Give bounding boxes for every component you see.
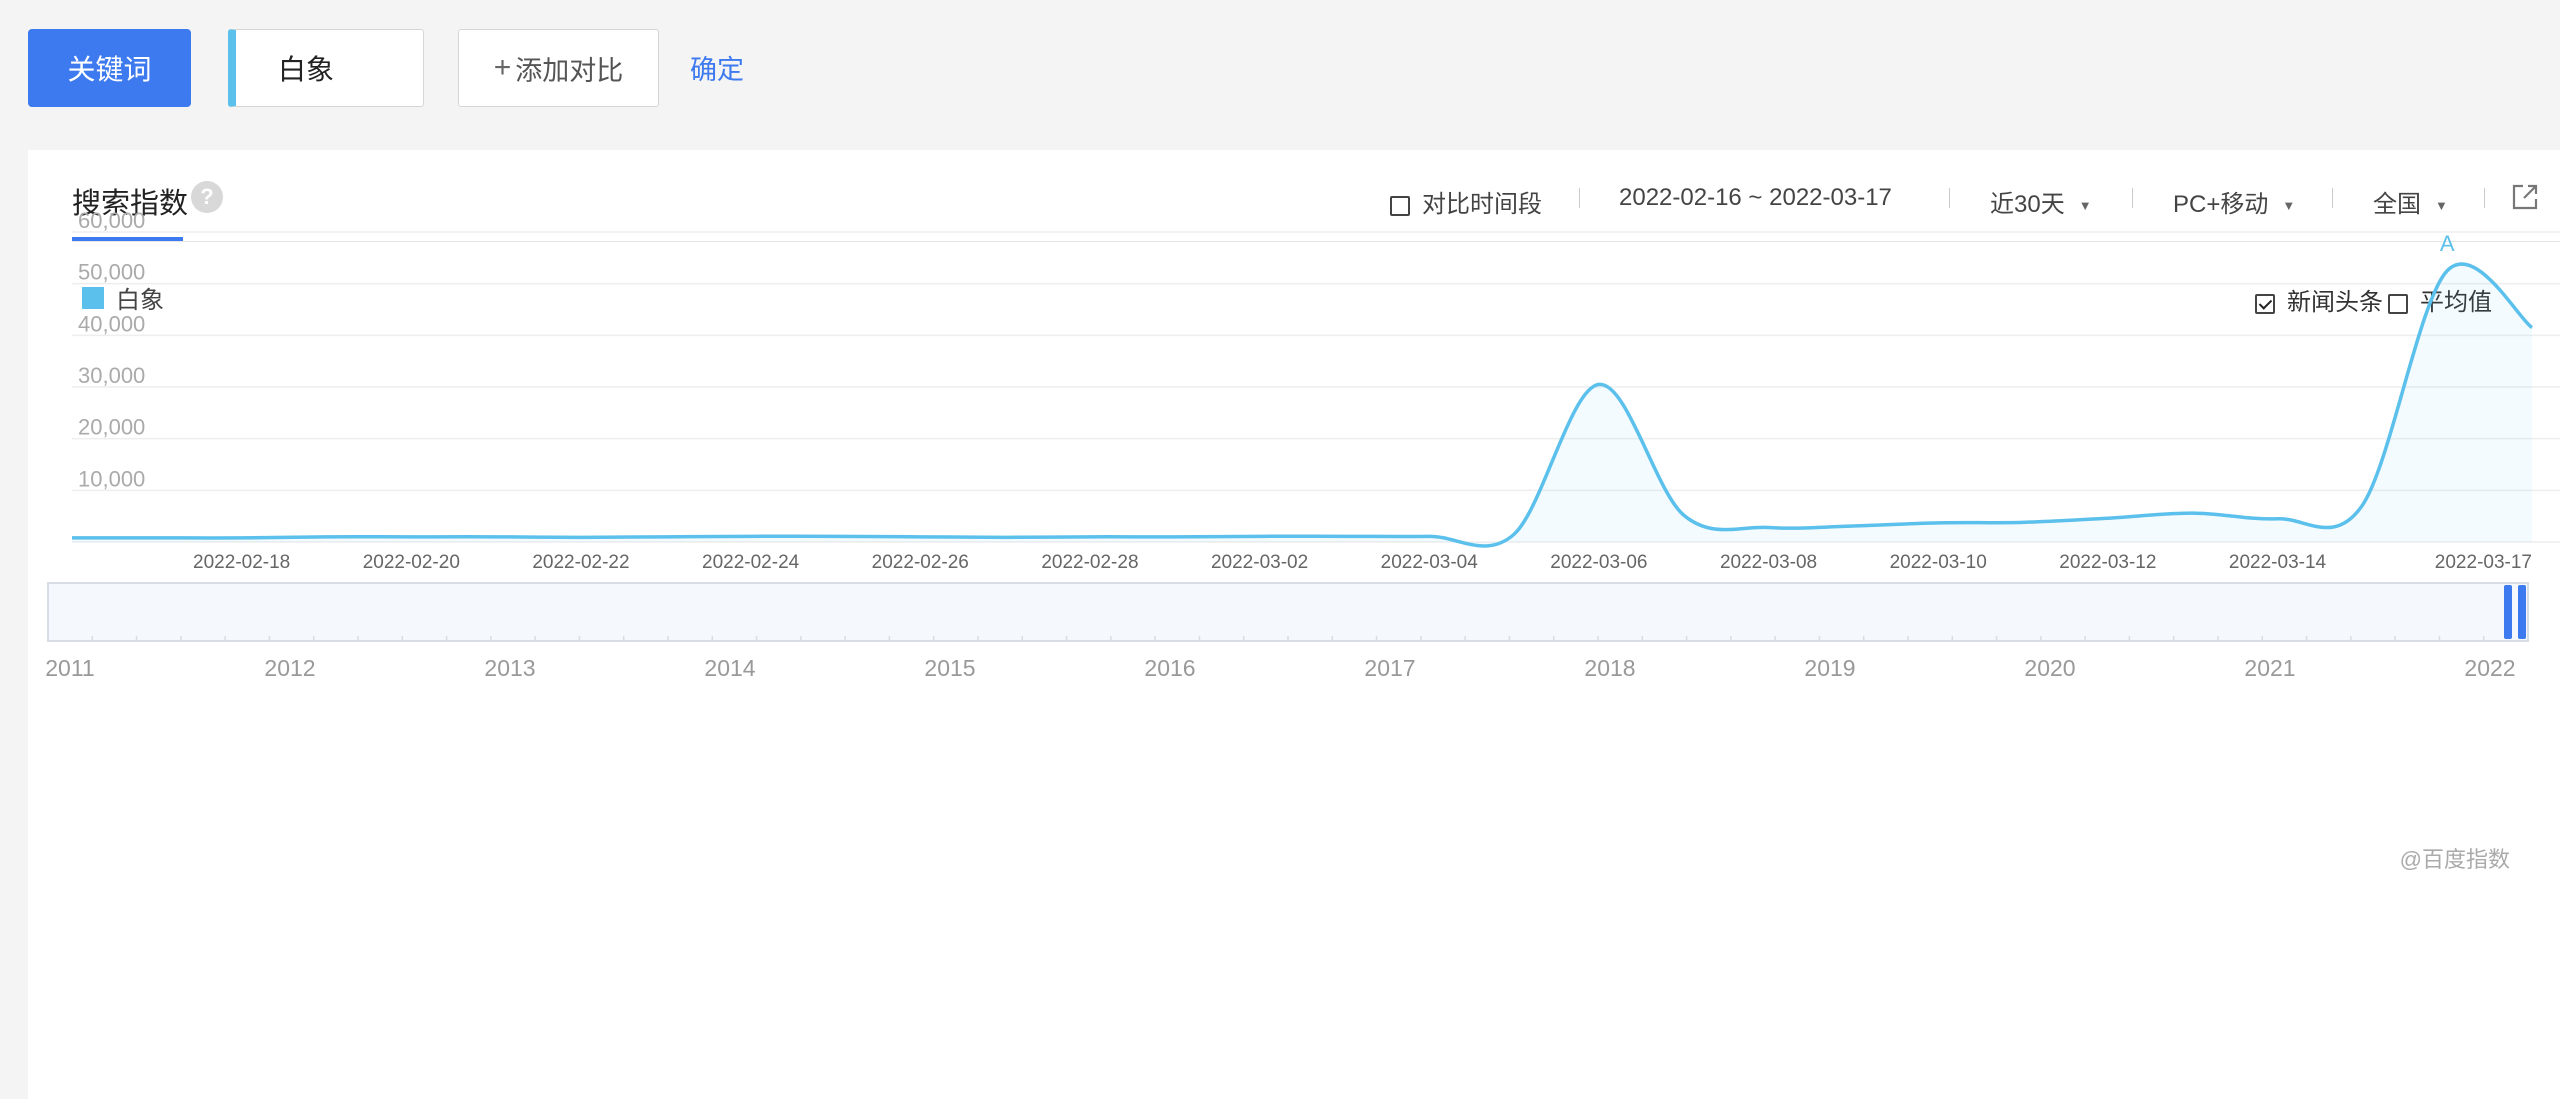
year-label: 2017 — [1364, 655, 1415, 681]
range-slider-handle-left[interactable] — [2504, 585, 2512, 639]
y-tick-label: 40,000 — [78, 311, 145, 336]
caret-down-icon: ▼ — [2282, 198, 2296, 213]
x-tick-label: 2022-03-02 — [1211, 552, 1308, 573]
legend-swatch — [82, 286, 104, 309]
header-divider — [72, 241, 2560, 242]
region-select[interactable]: 全国 ▼ — [2373, 184, 2448, 219]
series-line[interactable] — [72, 262, 2534, 548]
x-tick-label: 2022-03-17 — [2435, 552, 2532, 573]
device-value: PC+移动 — [2173, 191, 2269, 218]
x-tick-label: 2022-02-18 — [193, 552, 290, 573]
legend-label: 白象 — [116, 287, 164, 314]
x-tick-label: 2022-02-28 — [1041, 552, 1138, 573]
x-tick-label: 2022-02-20 — [363, 552, 460, 573]
active-tab-underline — [72, 237, 183, 241]
year-label: 2018 — [1584, 655, 1635, 681]
x-tick-label: 2022-02-22 — [532, 552, 629, 573]
confirm-link[interactable]: 确定 — [690, 55, 744, 85]
add-compare-button[interactable]: + 添加对比 — [458, 29, 659, 107]
x-tick-label: 2022-02-26 — [872, 552, 969, 573]
year-label: 2016 — [1144, 655, 1195, 681]
period-value: 近30天 — [1990, 191, 2065, 218]
watermark: @百度指数 — [2400, 847, 2510, 872]
year-label: 2014 — [704, 655, 755, 681]
year-label: 2012 — [264, 655, 315, 681]
x-tick-label: 2022-03-08 — [1720, 552, 1817, 573]
news-label: 新闻头条 — [2287, 289, 2383, 316]
device-select[interactable]: PC+移动 ▼ — [2173, 184, 2295, 219]
news-toggle[interactable]: 新闻头条 — [2255, 282, 2383, 317]
caret-down-icon: ▼ — [2078, 198, 2092, 213]
y-tick-label: 60,000 — [78, 208, 145, 233]
divider — [1949, 188, 1950, 208]
divider — [2484, 188, 2485, 208]
legend-item[interactable]: 白象 — [82, 280, 164, 315]
y-tick-label: 20,000 — [78, 415, 145, 440]
divider — [2332, 188, 2333, 208]
question-mark-icon[interactable]: ? — [191, 181, 223, 213]
series-area — [72, 264, 2532, 546]
range-slider-handle-right[interactable] — [2518, 585, 2526, 639]
divider — [1579, 188, 1580, 208]
news-checkbox[interactable] — [2255, 294, 2275, 314]
line-chart: 60,000 50,000 40,000 30,000 20,000 10,000 A @… — [45, 208, 2560, 872]
year-label: 2021 — [2244, 655, 2295, 681]
keyword-input[interactable]: 白象 — [228, 29, 424, 107]
annotation-label[interactable]: A — [2440, 231, 2455, 256]
x-tick-label: 2022-03-10 — [1890, 552, 1987, 573]
date-range-picker[interactable]: 2022-02-16 ~ 2022-03-17 — [1619, 184, 1892, 212]
caret-down-icon: ▼ — [2435, 198, 2448, 213]
y-tick-label: 30,000 — [78, 363, 145, 388]
panel-title: 搜索指数 — [72, 188, 189, 220]
compare-period-label: 对比时间段 — [1422, 191, 1542, 218]
compare-period-toggle[interactable]: 对比时间段 — [1390, 184, 1542, 219]
x-tick-label: 2022-03-12 — [2059, 552, 2156, 573]
add-compare-label: 添加对比 — [515, 55, 624, 86]
x-tick-label: 2022-03-06 — [1550, 552, 1647, 573]
year-label: 2013 — [484, 655, 535, 681]
region-value: 全国 — [2373, 191, 2421, 218]
x-tick-label: 2022-03-04 — [1381, 552, 1479, 573]
x-tick-label: 2022-03-14 — [2229, 552, 2327, 573]
keyword-button[interactable]: 关键词 — [28, 29, 191, 107]
share-external-icon[interactable] — [2510, 182, 2540, 212]
range-slider-track[interactable] — [47, 582, 2529, 642]
plus-icon: + — [493, 51, 512, 84]
year-label: 2022 — [2464, 655, 2515, 681]
search-index-panel: 搜索指数 ? 对比时间段 2022-02-16 ~ 2022-03-17 近30… — [28, 150, 2560, 1099]
year-label: 2011 — [45, 655, 94, 681]
divider — [2132, 188, 2133, 208]
y-tick-label: 50,000 — [78, 260, 145, 285]
year-label: 2019 — [1804, 655, 1855, 681]
period-select[interactable]: 近30天 ▼ — [1990, 184, 2092, 219]
keyword-value: 白象 — [278, 54, 335, 85]
year-label: 2015 — [924, 655, 975, 681]
y-tick-label: 10,000 — [78, 466, 145, 491]
compare-period-checkbox[interactable] — [1390, 196, 1410, 216]
year-label: 2020 — [2024, 655, 2075, 681]
average-checkbox[interactable] — [2388, 294, 2408, 314]
x-tick-label: 2022-02-24 — [702, 552, 800, 573]
date-range-value: 2022-02-16 ~ 2022-03-17 — [1619, 184, 1892, 211]
